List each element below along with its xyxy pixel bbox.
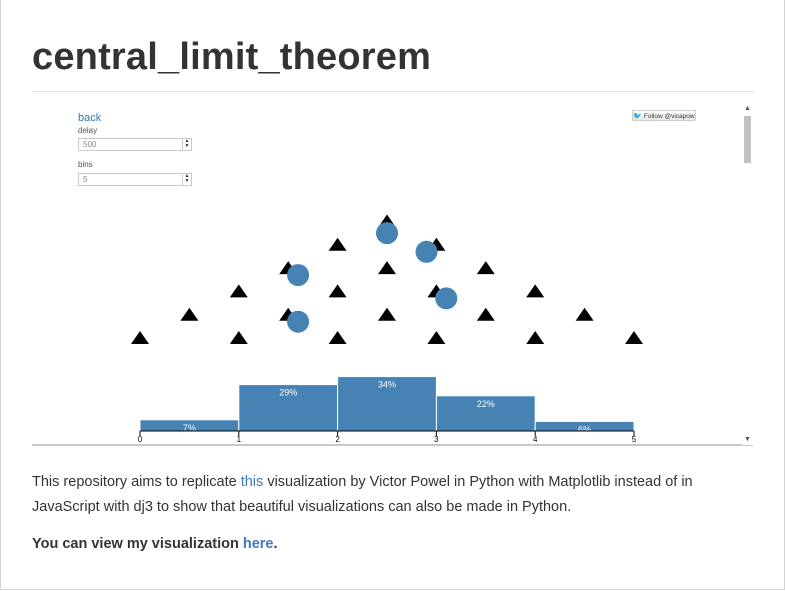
histogram-bar bbox=[435, 395, 536, 432]
x-tick-label: 0 bbox=[138, 435, 143, 444]
title-divider bbox=[32, 91, 754, 92]
bins-input[interactable]: 5 ▲ ▼ bbox=[78, 173, 192, 186]
scroll-down-icon[interactable]: ▼ bbox=[744, 436, 751, 443]
frame-bottom-border bbox=[32, 444, 753, 446]
x-tick-label: 5 bbox=[632, 435, 637, 444]
peg-triangle bbox=[328, 284, 347, 298]
here-link[interactable]: here bbox=[242, 536, 274, 552]
twitter-follow-button[interactable]: 🐦 Follow @vicapow bbox=[632, 110, 696, 121]
bar-percent-label: 29% bbox=[279, 388, 297, 398]
view-text: You can view my visualization bbox=[32, 536, 243, 552]
delay-input[interactable]: 500 ▲ ▼ bbox=[78, 138, 192, 151]
x-tick-label: 3 bbox=[434, 435, 439, 444]
x-tick-label: 1 bbox=[237, 435, 242, 444]
description-text-1: This repository aims to replicate bbox=[32, 474, 241, 490]
delay-label: delay bbox=[78, 126, 98, 135]
bins-spinner-icon[interactable]: ▲ ▼ bbox=[182, 174, 191, 185]
delay-spinner-icon[interactable]: ▲ ▼ bbox=[182, 139, 191, 150]
peg-triangle bbox=[328, 331, 347, 344]
frame-scrollbar[interactable]: ▲ ▼ bbox=[742, 104, 753, 445]
bins-label: bins bbox=[78, 160, 93, 169]
peg-triangle bbox=[328, 237, 347, 251]
peg-triangle bbox=[476, 261, 495, 275]
galton-board-chart: 7% 29% 34% 22% 6% 0 1 2 3 4 5 bbox=[131, 214, 643, 444]
twitter-follow-label: Follow @vicapow bbox=[643, 113, 695, 120]
view-visualization: You can view my visualization here. bbox=[32, 536, 278, 552]
peg-triangle bbox=[476, 307, 495, 321]
ball bbox=[415, 240, 438, 263]
ball bbox=[376, 222, 398, 245]
view-period: . bbox=[273, 536, 278, 552]
back-link[interactable]: back bbox=[78, 112, 102, 124]
page-title: central_limit_theorem bbox=[32, 36, 432, 78]
bar-percent-label: 22% bbox=[477, 399, 495, 409]
peg-triangle bbox=[180, 307, 199, 321]
ball bbox=[435, 287, 458, 310]
bins-value: 5 bbox=[83, 175, 88, 184]
scroll-thumb[interactable] bbox=[744, 116, 751, 163]
peg-triangle bbox=[378, 261, 396, 275]
x-tick-label: 4 bbox=[533, 435, 538, 444]
bar-percent-label: 7% bbox=[183, 423, 196, 433]
peg-triangle bbox=[427, 331, 446, 344]
peg-triangle bbox=[378, 307, 396, 321]
peg-triangle bbox=[131, 331, 149, 344]
bar-percent-label: 6% bbox=[578, 424, 591, 434]
ball bbox=[287, 310, 310, 333]
visualization-frame[interactable]: back delay 500 ▲ ▼ bins 5 ▲ ▼ 🐦 Follow @vi… bbox=[32, 104, 753, 445]
peg-triangle bbox=[229, 284, 248, 298]
peg-triangle bbox=[575, 307, 594, 321]
description-text-2: visualization by Victor Powel in Python … bbox=[32, 474, 693, 515]
peg-triangle bbox=[526, 284, 545, 298]
x-tick-label: 2 bbox=[335, 435, 340, 444]
repo-description: This repository aims to replicate this v… bbox=[32, 470, 754, 520]
twitter-bird-icon: 🐦 bbox=[633, 113, 643, 120]
scroll-up-icon[interactable]: ▲ bbox=[744, 105, 751, 112]
ball bbox=[287, 264, 310, 287]
this-link[interactable]: this bbox=[240, 474, 264, 490]
peg-triangle bbox=[229, 331, 248, 344]
delay-value: 500 bbox=[83, 140, 97, 149]
peg-triangle bbox=[625, 331, 643, 344]
peg-triangle bbox=[526, 331, 545, 344]
bar-percent-label: 34% bbox=[378, 380, 396, 390]
